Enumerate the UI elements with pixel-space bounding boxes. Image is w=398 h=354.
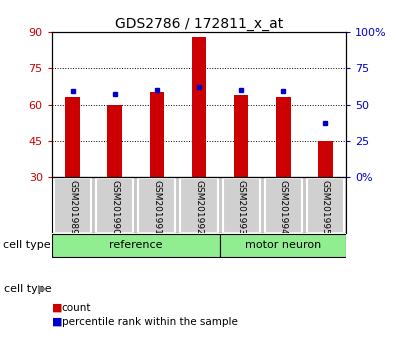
Text: GSM201992: GSM201992 [195,180,203,235]
Bar [52,234,220,257]
Bar [96,178,133,233]
Bar [150,92,164,177]
Text: GSM201993: GSM201993 [236,180,246,235]
Title: GDS2786 / 172811_x_at: GDS2786 / 172811_x_at [115,17,283,31]
Bar [265,178,302,233]
Text: GSM201994: GSM201994 [279,180,288,235]
Bar [65,97,80,177]
Bar [276,97,291,177]
Bar [192,37,206,177]
Text: reference: reference [109,240,163,250]
Bar [222,178,259,233]
Text: ▶: ▶ [38,284,46,293]
Text: ■: ■ [52,303,62,313]
Text: GSM201991: GSM201991 [152,180,162,235]
Text: count: count [62,303,91,313]
Bar [220,234,346,257]
Bar [180,178,218,233]
Bar [234,95,248,177]
Text: GSM201995: GSM201995 [321,180,330,235]
Text: ■: ■ [52,317,62,327]
Bar [318,141,333,177]
Text: cell type: cell type [4,284,52,293]
Bar [307,178,344,233]
Text: cell type: cell type [3,240,51,250]
Text: percentile rank within the sample: percentile rank within the sample [62,317,238,327]
Text: motor neuron: motor neuron [245,240,321,250]
Bar [54,178,91,233]
Text: GSM201989: GSM201989 [68,180,77,235]
Text: GSM201990: GSM201990 [110,180,119,235]
Bar [107,104,122,177]
Bar [139,178,176,233]
